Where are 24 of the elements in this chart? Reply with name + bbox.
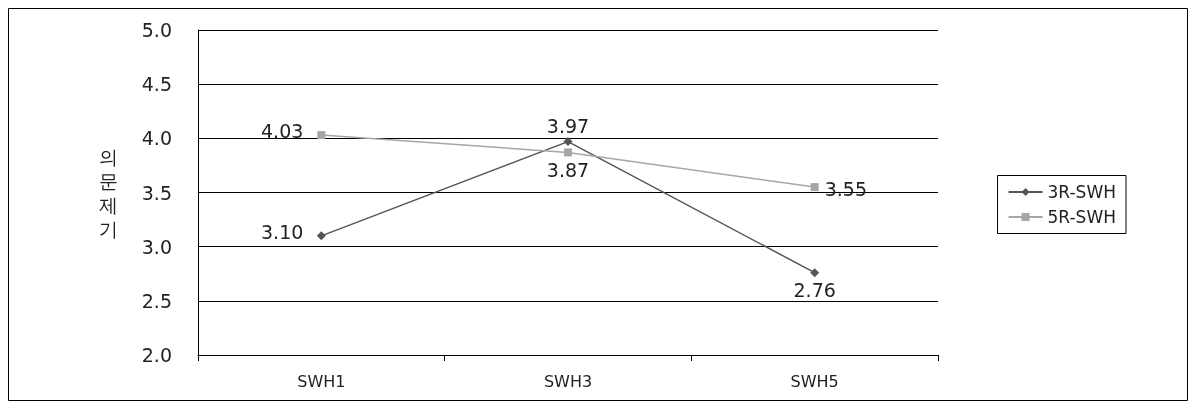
- y-tick-label: 2.5: [141, 289, 172, 312]
- x-tick-label: SWH3: [543, 371, 593, 391]
- data-label: 3.97: [546, 115, 590, 138]
- point: [810, 268, 820, 278]
- data-label: 2.76: [793, 279, 836, 302]
- point: [317, 131, 326, 140]
- y-tick-label: 5.0: [141, 19, 172, 41]
- y-tick-label: 4.5: [141, 73, 172, 96]
- point: [316, 231, 326, 241]
- y-tick-label: 4.0: [141, 127, 172, 150]
- data-label: 3.10: [261, 220, 304, 243]
- legend-label: 5R-SWH: [1047, 207, 1117, 227]
- point: [563, 137, 573, 147]
- x-tick-label: SWH1: [297, 371, 346, 391]
- data-label: 4.03: [261, 120, 304, 143]
- y-axis-title: 의문제기: [99, 145, 118, 240]
- y-tick-label: 3.5: [141, 181, 172, 204]
- y-tick-label: 3.0: [141, 235, 172, 258]
- y-tick-label: 2.0: [141, 344, 172, 366]
- point: [564, 148, 572, 157]
- point: [810, 183, 819, 192]
- data-label: 3.87: [546, 158, 590, 181]
- x-tick-label: SWH5: [790, 371, 839, 391]
- legend-label: 3R-SWH: [1047, 182, 1117, 202]
